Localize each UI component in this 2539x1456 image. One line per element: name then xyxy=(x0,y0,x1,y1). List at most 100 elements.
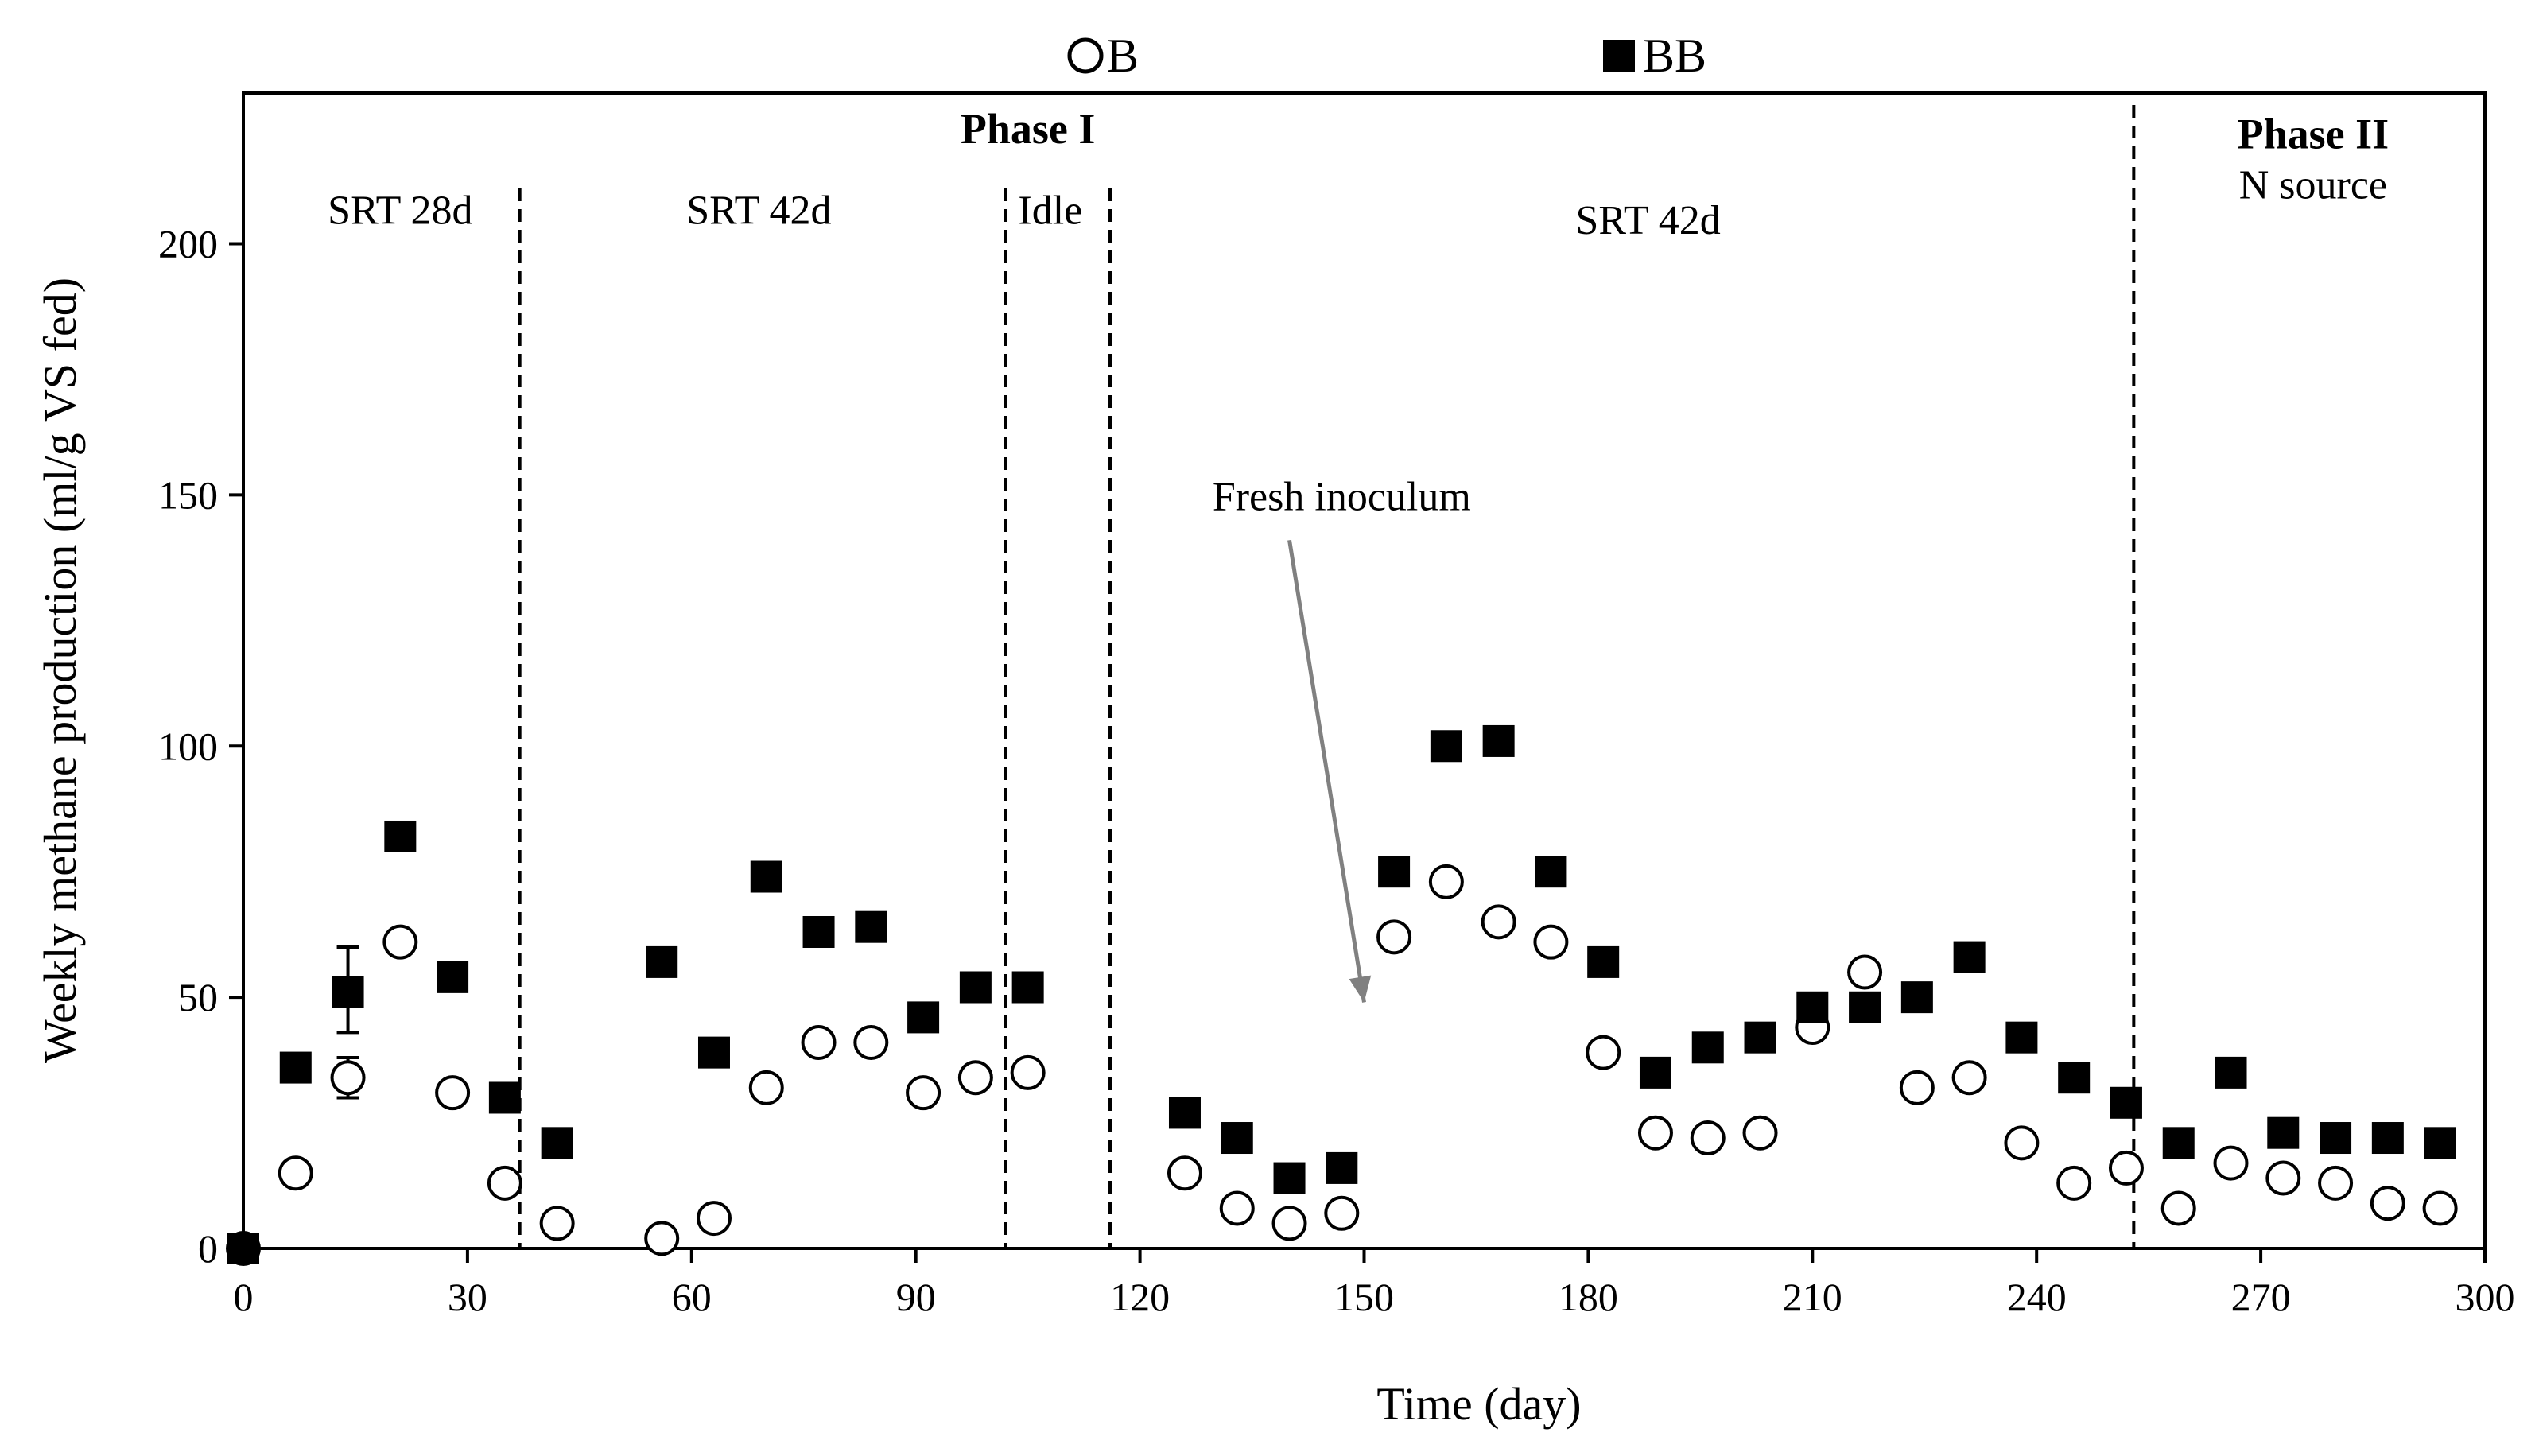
series-bb xyxy=(227,724,2456,1264)
data-point-b xyxy=(539,1206,575,1241)
data-point-bb xyxy=(907,1001,940,1034)
data-point-b xyxy=(382,924,418,960)
data-point-bb xyxy=(2058,1062,2091,1094)
data-point-b xyxy=(487,1165,522,1201)
data-point-b xyxy=(1533,924,1569,960)
data-point-bb xyxy=(2005,1021,2038,1054)
data-point-bb xyxy=(2424,1127,2456,1159)
data-point-bb xyxy=(1326,1151,1358,1184)
data-point-b xyxy=(748,1070,784,1105)
data-point-bb xyxy=(1587,945,1620,978)
data-point-bb xyxy=(1744,1021,1776,1054)
data-point-bb xyxy=(802,916,835,949)
data-point-b xyxy=(2422,1190,2458,1226)
data-point-b xyxy=(644,1221,680,1256)
data-point-bb xyxy=(332,976,364,1008)
data-point-b xyxy=(1324,1195,1360,1231)
data-point-b xyxy=(1690,1120,1726,1156)
data-point-b xyxy=(1167,1155,1202,1191)
data-point-bb xyxy=(1168,1097,1201,1129)
data-point-b xyxy=(1428,864,1464,899)
x-tick-label: 240 xyxy=(2007,1275,2067,1319)
data-point-bb xyxy=(1639,1056,1671,1089)
data-point-bb xyxy=(959,971,992,1004)
x-tick-label: 300 xyxy=(2456,1275,2515,1319)
x-tick-label: 180 xyxy=(1559,1275,1618,1319)
data-point-bb xyxy=(697,1036,730,1069)
data-point-b xyxy=(1951,1060,1987,1096)
y-tick-label: 100 xyxy=(158,724,218,768)
data-point-b xyxy=(696,1201,732,1237)
data-point-bb xyxy=(2162,1127,2195,1159)
y-tick-label: 200 xyxy=(158,222,218,266)
data-point-b xyxy=(435,1075,471,1111)
data-point-bb xyxy=(1482,724,1515,757)
x-axis-title: Time (day) xyxy=(1376,1378,1581,1430)
data-point-b xyxy=(2056,1165,2092,1201)
fresh-inoculum-arrow xyxy=(1287,539,1366,1003)
legend-marker-b xyxy=(1067,37,1104,74)
x-tick-label: 30 xyxy=(448,1275,487,1319)
data-point-b xyxy=(1010,1054,1046,1090)
data-point-bb xyxy=(1273,1162,1306,1194)
x-tick-label: 120 xyxy=(1110,1275,1170,1319)
y-axis-title: Weekly methane production (ml/g VS fed) xyxy=(34,278,86,1063)
data-point-bb xyxy=(1221,1122,1253,1155)
data-point-b xyxy=(278,1155,313,1191)
data-point-b xyxy=(853,1024,889,1060)
annotation-idle: Idle xyxy=(1018,188,1082,233)
annotation-srt42a: SRT 42d xyxy=(686,188,831,233)
data-point-b xyxy=(2004,1125,2040,1161)
data-point-b xyxy=(2370,1186,2405,1221)
data-point-b xyxy=(1271,1206,1307,1241)
annotations: Phase I Phase II N source SRT 28d SRT 42d Idl… xyxy=(328,105,2389,1003)
data-point-b xyxy=(330,1060,366,1096)
fresh-inoculum-arrowhead xyxy=(1349,975,1372,1003)
x-tick-label: 90 xyxy=(896,1275,936,1319)
y-tick-label: 0 xyxy=(198,1226,218,1271)
data-point-b xyxy=(906,1075,941,1111)
data-point-bb xyxy=(750,860,782,893)
data-point-bb xyxy=(1953,941,1986,973)
x-axis-ticks: 0 30 60 90 120 150 180 210 240 270 300 xyxy=(234,1248,2515,1319)
annotation-fresh: Fresh inoculum xyxy=(1213,474,1471,519)
data-point-bb xyxy=(646,945,678,978)
data-point-bb xyxy=(1849,991,1881,1023)
annotation-n_source: N source xyxy=(2239,163,2387,208)
legend-label-bb: BB xyxy=(1643,29,1706,82)
legend: B BB xyxy=(1067,29,1706,82)
x-tick-label: 270 xyxy=(2231,1275,2291,1319)
series-b xyxy=(226,864,2458,1266)
data-point-bb xyxy=(384,820,417,852)
data-point-b xyxy=(2318,1165,2354,1201)
annotation-srt28: SRT 28d xyxy=(328,188,472,233)
data-point-bb xyxy=(279,1051,312,1084)
data-point-bb xyxy=(855,910,887,943)
data-point-b xyxy=(957,1060,993,1096)
data-point-bb xyxy=(2320,1122,2352,1155)
data-point-b xyxy=(1637,1115,1673,1151)
data-point-bb xyxy=(437,961,469,993)
data-point-b xyxy=(1899,1070,1935,1105)
annotation-srt42b: SRT 42d xyxy=(1575,198,1720,243)
x-tick-label: 210 xyxy=(1783,1275,1842,1319)
plot-frame xyxy=(242,91,2487,1250)
x-tick-label: 60 xyxy=(672,1275,712,1319)
data-point-b xyxy=(1481,904,1516,940)
data-point-bb xyxy=(1796,991,1829,1023)
data-point-bb xyxy=(2110,1086,2142,1119)
data-point-b xyxy=(1586,1035,1621,1070)
legend-marker-bb xyxy=(1603,40,1635,72)
x-tick-label: 150 xyxy=(1334,1275,1394,1319)
data-point-b xyxy=(801,1024,837,1060)
data-point-b xyxy=(2213,1145,2249,1181)
x-tick-label: 0 xyxy=(234,1275,254,1319)
data-point-bb xyxy=(488,1081,521,1114)
data-point-bb xyxy=(227,1233,259,1264)
data-point-bb xyxy=(1691,1031,1724,1064)
data-point-bb xyxy=(1900,981,1933,1014)
y-axis-ticks: 0 50 100 150 200 xyxy=(158,222,243,1271)
data-point-bb xyxy=(2371,1122,2404,1155)
phase-divider-lines xyxy=(518,105,2136,1248)
